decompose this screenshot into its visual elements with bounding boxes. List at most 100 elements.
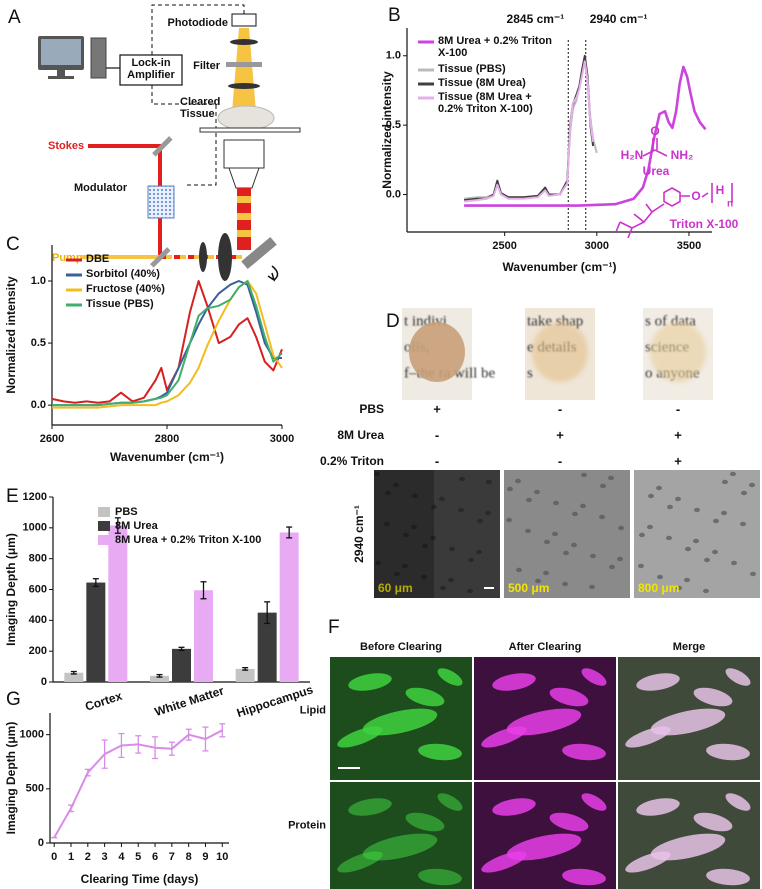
label: Photodiode [168, 17, 229, 29]
panel-label: D [386, 311, 400, 332]
fiber [725, 668, 751, 686]
legend-label: Fructose (40%) [86, 283, 165, 295]
bar [235, 668, 255, 682]
photodiode [231, 13, 257, 27]
x-tick-label: 2 [85, 851, 91, 863]
cell [589, 584, 595, 590]
cell [741, 490, 747, 496]
fiber [693, 812, 733, 832]
x-tick-label: 2800 [155, 433, 179, 445]
cell [375, 560, 381, 566]
cell [740, 521, 746, 527]
cell [411, 524, 417, 530]
lens [218, 233, 232, 281]
cell [675, 496, 681, 502]
mirror [152, 136, 173, 157]
cell [440, 585, 446, 591]
bar [108, 525, 128, 682]
x-tick-label: 4 [118, 851, 125, 863]
cell [749, 482, 755, 488]
legend-swatch [98, 535, 110, 545]
lock-in-label: Lock-in Amplifier [127, 57, 175, 81]
y-tick-label: 0.5 [386, 119, 401, 131]
cell [750, 571, 756, 577]
fiber [348, 673, 392, 691]
cell [722, 479, 728, 485]
fiber [549, 812, 589, 832]
panel-f: Before Clearing After Clearing Merge Lipid P… [288, 641, 760, 889]
row-label: PBS [359, 402, 384, 416]
signal-line [151, 4, 245, 55]
cell [618, 525, 624, 531]
tissue-label: Cleared Tissue [180, 96, 221, 120]
srs-image [634, 470, 760, 598]
x-axis-label: Clearing Time (days) [81, 872, 199, 886]
column-label: Before Clearing [360, 641, 442, 653]
line [464, 65, 707, 207]
fiber [581, 668, 607, 686]
cell [526, 497, 532, 503]
panel-label: G [6, 689, 21, 710]
image-shade [374, 470, 434, 598]
cell [525, 528, 531, 534]
fiber [625, 726, 671, 748]
y-tick-label: 1.0 [386, 50, 401, 62]
cell [430, 535, 436, 541]
legend-swatch [98, 507, 110, 517]
label-box: Tissue (PBS) [438, 63, 506, 75]
y-tick-label: 0 [38, 837, 44, 849]
cell [467, 588, 473, 594]
annotation: 2845 cm⁻¹ [507, 12, 565, 26]
detected-beam [232, 28, 256, 112]
structure-label: Urea [643, 164, 670, 178]
cell [421, 574, 427, 580]
fiber [706, 743, 750, 761]
fiber [581, 793, 607, 811]
legend-label: DBE [86, 253, 110, 265]
row-label: Lipid [300, 704, 326, 716]
cell [393, 482, 399, 488]
fiber [562, 868, 606, 886]
cell [403, 532, 409, 538]
line [52, 280, 283, 407]
x-tick-label: 9 [202, 851, 208, 863]
label: Pump [52, 252, 83, 264]
x-tick-label: 2600 [40, 433, 64, 445]
y-axis-label: Imaging Depth (μm) [4, 533, 18, 646]
cell [666, 535, 672, 541]
cell [712, 549, 718, 555]
legend-swatch [98, 521, 110, 531]
cell [590, 553, 596, 559]
cell [580, 503, 586, 509]
y-tick-label: 400 [29, 614, 47, 626]
cell [468, 557, 474, 563]
depth-label: 800 μm [638, 581, 679, 595]
fiber [636, 798, 680, 816]
tower [90, 37, 107, 79]
cell [571, 542, 577, 548]
row-label: 8M Urea [337, 428, 384, 442]
sign: - [676, 401, 680, 416]
scan-mirror [241, 236, 277, 270]
label-box: Tissue (8M Urea + 0.2% Triton X-100) [438, 91, 533, 115]
legend-label: Tissue (PBS) [86, 298, 154, 310]
x-tick-label: 7 [169, 851, 175, 863]
row-label: Protein [288, 819, 326, 831]
label-box: 8M Urea + 0.2% Triton X-100 [438, 35, 552, 59]
y-tick-label: 1200 [23, 491, 47, 503]
cell [535, 578, 541, 584]
y-axis-label: Normalized intensity [4, 276, 18, 394]
cell [667, 504, 673, 510]
cell [507, 486, 513, 492]
panel-label: F [328, 617, 340, 638]
cell [544, 539, 550, 545]
fiber [418, 743, 462, 761]
x-tick-label: 0 [51, 851, 57, 863]
structure-label: O [650, 124, 659, 138]
fiber [437, 793, 463, 811]
stand [57, 70, 65, 76]
legend-label: PBS [115, 506, 138, 518]
panel-label: B [388, 5, 401, 26]
structure-label: O [691, 189, 700, 203]
